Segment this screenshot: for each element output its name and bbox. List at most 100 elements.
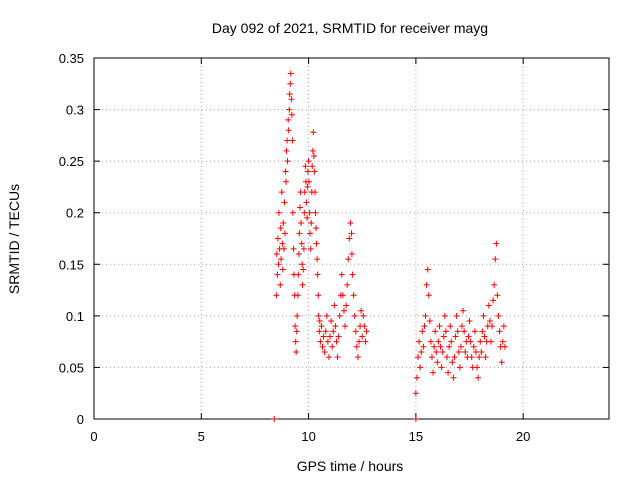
data-point: [442, 328, 449, 335]
data-point: [324, 338, 331, 345]
y-tick-label: 0.25: [59, 154, 84, 169]
data-point: [288, 111, 295, 118]
data-point: [329, 343, 336, 350]
data-point: [482, 354, 489, 361]
data-point: [356, 338, 363, 345]
data-point: [338, 271, 345, 278]
data-point: [344, 281, 351, 288]
y-axis-label: SRMTID / TECUs: [6, 184, 22, 294]
data-point: [298, 220, 305, 227]
data-point: [323, 312, 330, 319]
data-point: [454, 328, 461, 335]
data-point: [339, 292, 346, 299]
data-point: [436, 323, 443, 330]
data-point: [297, 204, 303, 211]
data-point: [494, 292, 501, 299]
data-point: [309, 147, 316, 154]
data-point: [313, 240, 320, 247]
data-point: [293, 348, 300, 355]
x-tick-label: 10: [301, 429, 315, 444]
data-point: [343, 302, 350, 309]
data-point: [300, 245, 307, 252]
data-point: [307, 245, 314, 252]
data-point: [352, 328, 359, 335]
data-point: [359, 333, 366, 340]
data-point: [486, 318, 493, 325]
data-point: [418, 348, 425, 355]
data-point: [361, 323, 368, 330]
data-point: [481, 333, 488, 340]
data-point: [413, 374, 420, 381]
data-point: [281, 199, 288, 206]
data-point: [309, 163, 316, 170]
data-point: [485, 302, 492, 309]
data-point: [336, 312, 343, 319]
data-point: [348, 230, 355, 237]
data-point: [480, 312, 487, 319]
data-point: [316, 318, 323, 325]
y-tick-label: 0.35: [59, 51, 84, 66]
data-point: [439, 348, 446, 355]
data-point: [351, 312, 358, 319]
data-point: [428, 354, 435, 361]
data-point: [273, 250, 280, 257]
data-point: [283, 147, 290, 154]
data-point: [275, 209, 282, 216]
data-point: [451, 354, 458, 361]
data-point: [479, 328, 486, 335]
data-point: [416, 338, 423, 345]
data-point: [332, 323, 339, 330]
data-point: [307, 230, 314, 237]
data-point: [437, 343, 444, 350]
data-point: [447, 323, 454, 330]
data-point: [499, 338, 506, 345]
data-point: [349, 271, 356, 278]
data-point: [493, 240, 500, 247]
data-point: [287, 80, 294, 87]
data-point: [279, 240, 286, 247]
data-point: [501, 343, 508, 350]
data-point: [358, 307, 365, 314]
data-point: [345, 256, 352, 263]
data-point: [304, 214, 311, 221]
data-point: [308, 220, 315, 227]
data-point: [277, 225, 284, 232]
data-point: [432, 328, 439, 335]
data-point: [490, 297, 497, 304]
data-point: [274, 235, 281, 242]
data-point: [312, 209, 319, 216]
data-point: [319, 343, 326, 350]
data-point: [311, 168, 318, 175]
data-point: [412, 416, 419, 422]
data-point: [299, 281, 306, 288]
data-point: [422, 312, 429, 319]
y-tick-label: 0: [77, 412, 84, 427]
data-point: [443, 354, 450, 361]
data-point: [498, 359, 505, 366]
data-point: [450, 374, 457, 381]
data-points: [271, 70, 508, 422]
data-point: [316, 328, 323, 335]
data-point: [290, 245, 297, 252]
data-point: [325, 354, 332, 361]
data-point: [310, 152, 317, 159]
x-tick-label: 5: [198, 429, 205, 444]
data-point: [312, 189, 319, 196]
data-point: [271, 416, 278, 422]
data-point: [315, 292, 322, 299]
y-tick-label: 0.2: [66, 206, 84, 221]
data-point: [321, 348, 328, 355]
data-point: [491, 281, 498, 288]
data-point: [431, 343, 438, 350]
data-point: [320, 333, 327, 340]
data-point: [445, 369, 452, 376]
data-point: [299, 261, 306, 268]
data-point: [474, 364, 481, 371]
data-point: [456, 364, 463, 371]
data-point: [315, 312, 322, 319]
data-point: [424, 266, 431, 273]
data-point: [420, 343, 427, 350]
data-point: [334, 354, 341, 361]
data-point: [363, 328, 370, 335]
data-point: [419, 328, 426, 335]
